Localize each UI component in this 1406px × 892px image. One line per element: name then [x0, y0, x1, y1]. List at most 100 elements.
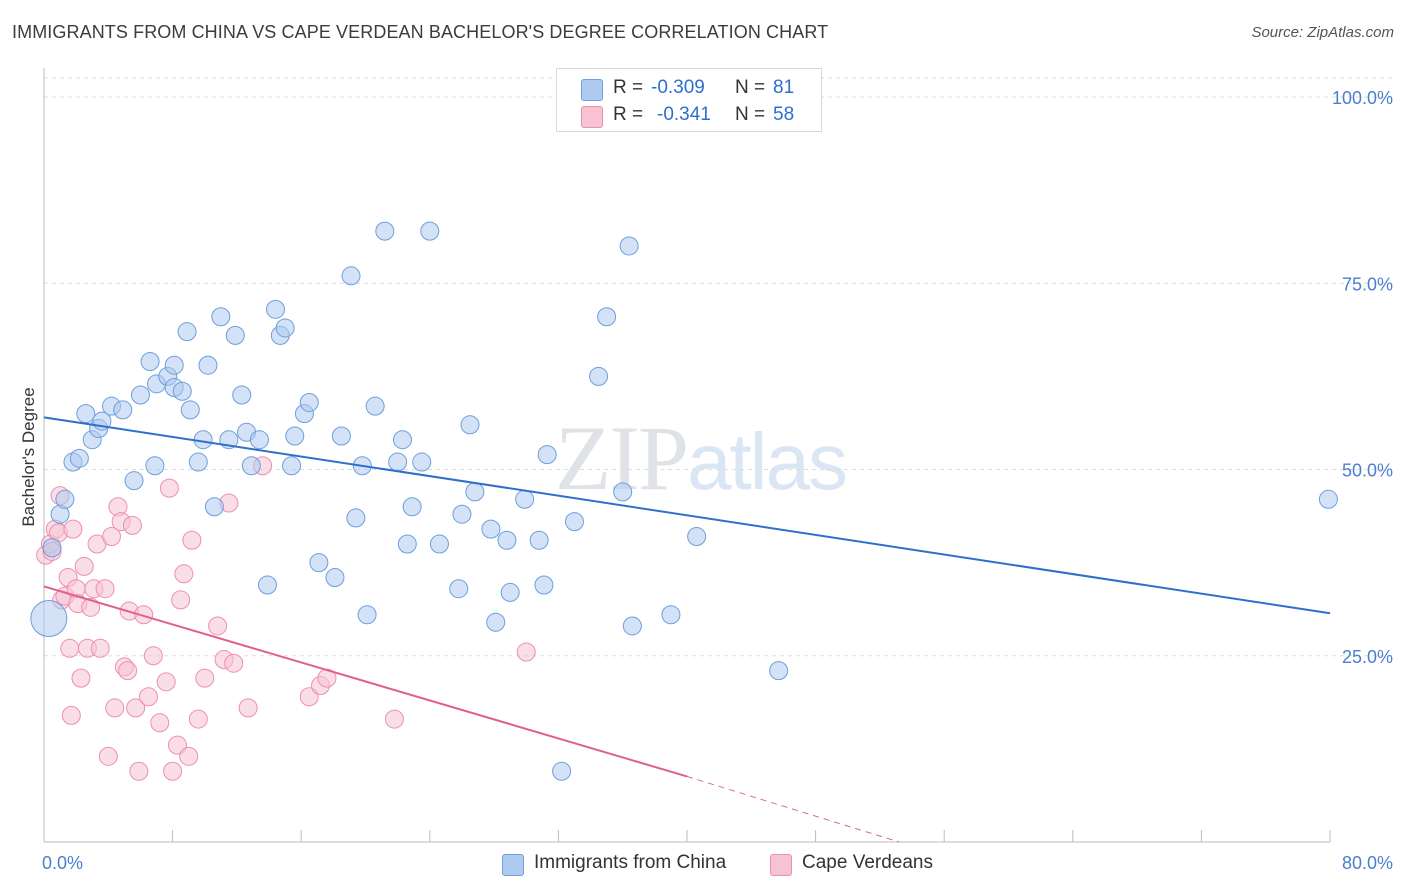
point-cape-verdean	[81, 597, 101, 617]
point-cape-verdean	[105, 698, 125, 718]
point-china	[275, 318, 295, 338]
y-axis-title: Bachelor's Degree	[19, 387, 38, 526]
bottom-legend-label: Immigrants from China	[534, 852, 727, 873]
point-china	[211, 307, 231, 327]
point-china	[497, 530, 517, 550]
point-china	[282, 456, 302, 476]
point-china	[589, 366, 609, 386]
point-cape-verdean	[126, 698, 146, 718]
point-china	[30, 600, 68, 637]
point-cape-verdean	[174, 564, 194, 584]
source-label: Source: ZipAtlas.com	[1251, 24, 1394, 41]
point-cape-verdean	[195, 668, 215, 688]
point-china	[285, 426, 305, 446]
point-china	[42, 538, 62, 558]
point-china	[429, 534, 449, 554]
point-cape-verdean	[63, 519, 83, 539]
legend-r-value: -0.309	[651, 77, 705, 98]
point-china	[515, 489, 535, 509]
point-china	[249, 430, 269, 450]
trend-line-cape-verdean	[43, 585, 688, 778]
legend-n-label: N =	[735, 104, 766, 125]
point-china	[529, 530, 549, 550]
point-china	[622, 616, 642, 636]
point-china	[402, 497, 422, 517]
point-cape-verdean	[138, 687, 158, 707]
point-cape-verdean	[129, 761, 149, 781]
point-china	[198, 355, 218, 375]
point-china	[241, 456, 261, 476]
point-china	[392, 430, 412, 450]
point-china	[341, 266, 361, 286]
point-cape-verdean	[384, 709, 404, 729]
trend-line-extension-cape-verdean	[686, 775, 900, 843]
legend-n-value: 81	[773, 77, 795, 98]
point-china	[597, 307, 617, 327]
point-cape-verdean	[118, 661, 138, 681]
point-china	[145, 456, 165, 476]
point-china	[564, 512, 584, 532]
point-cape-verdean	[61, 705, 81, 725]
point-cape-verdean	[179, 746, 199, 766]
point-cape-verdean	[102, 527, 122, 547]
point-cape-verdean	[95, 579, 115, 599]
point-china	[232, 385, 252, 405]
point-china	[486, 612, 506, 632]
point-cape-verdean	[208, 616, 228, 636]
point-china	[460, 415, 480, 435]
point-cape-verdean	[516, 642, 536, 662]
point-china	[257, 575, 277, 595]
y-tick-label: 100.0%	[1332, 88, 1393, 108]
legend-swatch-pink	[581, 106, 603, 128]
point-china	[613, 482, 633, 502]
legend-r-value: -0.341	[657, 104, 711, 125]
point-china	[177, 322, 197, 342]
point-cape-verdean	[188, 709, 208, 729]
point-china	[661, 605, 681, 625]
point-china	[500, 582, 520, 602]
point-cape-verdean	[90, 638, 110, 658]
point-cape-verdean	[134, 605, 154, 625]
point-china	[130, 385, 150, 405]
point-china	[388, 452, 408, 472]
point-china	[265, 299, 285, 319]
point-china	[420, 221, 440, 241]
point-china	[687, 527, 707, 547]
y-tick-label: 25.0%	[1342, 647, 1393, 667]
point-china	[412, 452, 432, 472]
point-china	[769, 661, 789, 681]
point-cape-verdean	[71, 668, 91, 688]
point-cape-verdean	[163, 761, 183, 781]
y-tick-label: 75.0%	[1342, 274, 1393, 294]
legend-n-value: 58	[773, 104, 795, 125]
point-china	[113, 400, 133, 420]
point-china	[164, 355, 184, 375]
point-china	[55, 489, 75, 509]
point-cape-verdean	[60, 638, 80, 658]
point-china	[299, 392, 319, 412]
bottom-legend-label: Cape Verdeans	[802, 852, 933, 873]
point-china	[76, 404, 96, 424]
point-china	[188, 452, 208, 472]
chart-title: IMMIGRANTS FROM CHINA VS CAPE VERDEAN BA…	[12, 22, 829, 42]
point-china	[357, 605, 377, 625]
legend-n-label: N =	[735, 77, 766, 98]
point-cape-verdean	[238, 698, 258, 718]
point-china	[346, 508, 366, 528]
point-cape-verdean	[171, 590, 191, 610]
point-cape-verdean	[74, 556, 94, 576]
point-china	[537, 445, 557, 465]
point-china	[1318, 489, 1338, 509]
point-china	[534, 575, 554, 595]
point-cape-verdean	[159, 478, 179, 498]
point-cape-verdean	[224, 653, 244, 673]
x-tick-label: 0.0%	[42, 853, 83, 873]
point-china	[331, 426, 351, 446]
watermark-atlas: atlas	[687, 417, 848, 506]
point-china	[552, 761, 572, 781]
point-china	[140, 351, 160, 371]
bottom-legend-swatch-blue	[502, 854, 524, 876]
legend-r-label: R =	[613, 104, 644, 125]
point-china	[375, 221, 395, 241]
